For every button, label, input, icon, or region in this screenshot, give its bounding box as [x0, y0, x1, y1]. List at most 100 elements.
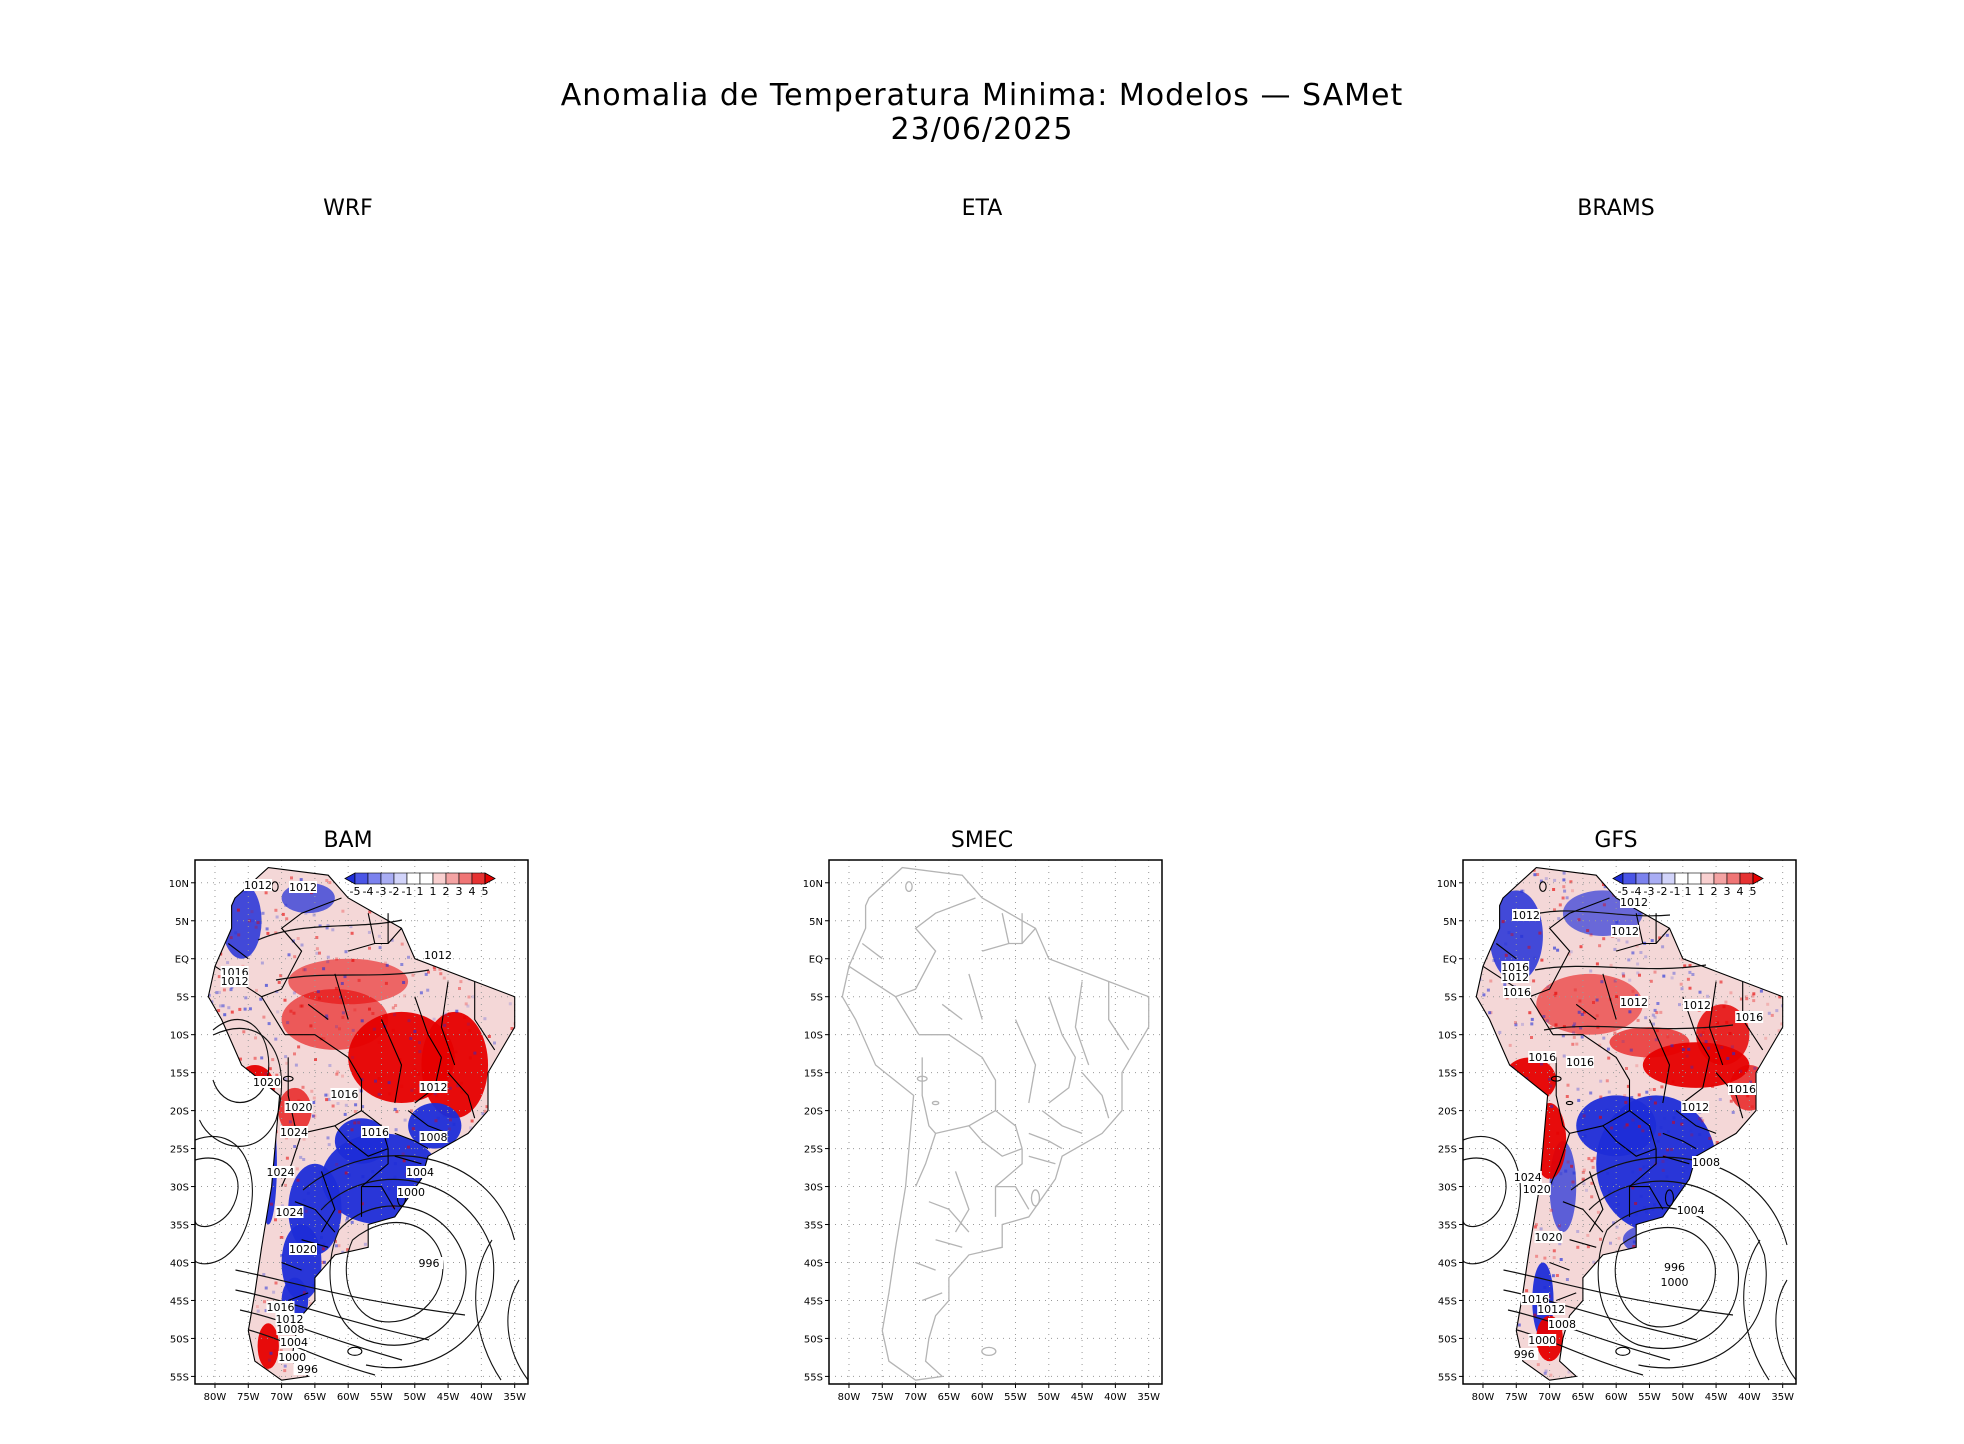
- lat-tick-label: 50S: [170, 1334, 189, 1345]
- lon-tick-label: 45W: [1705, 1392, 1728, 1403]
- lat-tick-label: EQ: [175, 955, 189, 966]
- colorbar-tick-label: -2: [1657, 885, 1668, 898]
- isobar-label: 1012: [289, 881, 317, 894]
- isobar-label: 1004: [406, 1166, 434, 1179]
- isobar-label: 1024: [1514, 1171, 1542, 1184]
- isobar-label: 1012: [1611, 925, 1639, 938]
- isobar-label: 1012: [221, 975, 249, 988]
- isobar-label: 1016: [267, 1301, 295, 1314]
- isobar-label: 1012: [1501, 971, 1529, 984]
- lon-tick-label: 65W: [938, 1392, 961, 1403]
- lon-tick-label: 80W: [838, 1392, 861, 1403]
- isobar-label: 1012: [424, 949, 452, 962]
- lat-tick-label: 10N: [169, 879, 189, 890]
- lat-tick-label: 50S: [804, 1334, 823, 1345]
- isobar-label: 1012: [1620, 996, 1648, 1009]
- isobar-label: 996: [419, 1257, 440, 1270]
- lon-tick-label: 75W: [1505, 1392, 1528, 1403]
- lon-tick-label: 55W: [1004, 1392, 1027, 1403]
- isobar-label: 1024: [267, 1166, 295, 1179]
- lat-tick-label: 15S: [170, 1069, 189, 1080]
- lat-tick-label: 40S: [804, 1258, 823, 1269]
- colorbar-tick-label: 5: [1750, 885, 1757, 898]
- isobar-label: 1012: [1537, 1303, 1565, 1316]
- isobar-label: 996: [1514, 1348, 1535, 1361]
- anomaly-colorbar: -5 -4 -3 -2 -1 1 1 2 3 4 5: [344, 872, 496, 898]
- lon-tick-label: 80W: [1472, 1392, 1495, 1403]
- lat-tick-label: EQ: [809, 955, 823, 966]
- isobar-label: 1012: [1620, 896, 1648, 909]
- colorbar-tick-label: 1: [1685, 885, 1692, 898]
- lon-tick-label: 50W: [1671, 1392, 1694, 1403]
- lat-tick-label: 40S: [1438, 1258, 1457, 1269]
- colorbar-tick-label: -1: [402, 885, 413, 898]
- lat-tick-label: 5N: [1443, 917, 1457, 928]
- temperature-anomaly-field: [208, 867, 515, 1381]
- lat-tick-label: 25S: [170, 1145, 189, 1156]
- lat-tick-label: 35S: [1438, 1221, 1457, 1232]
- isobar-label: 1016: [1528, 1051, 1556, 1064]
- lat-tick-label: 20S: [170, 1107, 189, 1118]
- lon-tick-label: 40W: [1104, 1392, 1127, 1403]
- lon-tick-label: 55W: [1638, 1392, 1661, 1403]
- anomaly-colorbar: -5 -4 -3 -2 -1 1 1 2 3 4 5: [1612, 872, 1764, 898]
- isobar-label: 1000: [1661, 1276, 1689, 1289]
- lat-tick-label: 10S: [170, 1031, 189, 1042]
- map-panel-gfs: 1012 1012 1012 1016 1012 1016 1012 1012 1016 1016…: [1418, 855, 1838, 1444]
- lon-tick-label: 60W: [1605, 1392, 1628, 1403]
- lon-tick-label: 65W: [304, 1392, 327, 1403]
- lat-tick-label: 45S: [170, 1296, 189, 1307]
- colorbar-tick-label: -4: [363, 885, 374, 898]
- isobar-label: 1008: [1548, 1318, 1576, 1331]
- figure-title: Anomalia de Temperatura Minima: Modelos …: [560, 78, 1404, 113]
- isobar-label: 1000: [1528, 1334, 1556, 1347]
- colorbar-tick-label: 5: [482, 885, 489, 898]
- isobar-label: 1016: [361, 1126, 389, 1139]
- isobar-label: 1024: [280, 1126, 308, 1139]
- panel-label-bam: BAM: [323, 828, 373, 853]
- lat-tick-label: 10S: [1438, 1031, 1457, 1042]
- isobar-label: 1000: [278, 1351, 306, 1364]
- lon-tick-label: 70W: [904, 1392, 927, 1403]
- panel-label-eta: ETA: [961, 196, 1003, 221]
- isobar-label: 1012: [1512, 909, 1540, 922]
- isobar-label: 1004: [280, 1336, 308, 1349]
- lon-tick-label: 40W: [1738, 1392, 1761, 1403]
- lat-tick-label: 25S: [1438, 1145, 1457, 1156]
- colorbar-tick-label: 4: [469, 885, 476, 898]
- lat-tick-label: 30S: [804, 1183, 823, 1194]
- isobar-label: 1012: [244, 879, 272, 892]
- lat-tick-label: 10N: [1437, 879, 1457, 890]
- panel-label-smec: SMEC: [950, 828, 1014, 853]
- lon-tick-label: 75W: [237, 1392, 260, 1403]
- lat-tick-label: 5N: [809, 917, 823, 928]
- colorbar-tick-label: -5: [1618, 885, 1629, 898]
- colorbar-tick-label: 2: [443, 885, 450, 898]
- colorbar-tick-label: -3: [376, 885, 387, 898]
- lat-tick-label: 40S: [170, 1258, 189, 1269]
- lon-tick-label: 35W: [1137, 1392, 1160, 1403]
- isobar-label: 1008: [420, 1131, 448, 1144]
- coastline-and-borders: [841, 866, 1150, 1381]
- panel-label-brams: BRAMS: [1577, 196, 1655, 221]
- colorbar-tick-label: -4: [1631, 885, 1642, 898]
- isobar-label: 1004: [1677, 1204, 1705, 1217]
- colorbar-tick-label: 3: [456, 885, 463, 898]
- lat-tick-label: 45S: [1438, 1296, 1457, 1307]
- colorbar-tick-label: 4: [1737, 885, 1744, 898]
- lon-tick-label: 75W: [871, 1392, 894, 1403]
- isobar-label: 1016: [330, 1088, 358, 1101]
- lat-tick-label: 30S: [170, 1183, 189, 1194]
- lon-tick-label: 70W: [270, 1392, 293, 1403]
- isobar-label: 1016: [1501, 961, 1529, 974]
- lat-tick-label: 55S: [1438, 1372, 1457, 1383]
- isobar-label: 1020: [253, 1076, 281, 1089]
- isobar-label: 1000: [397, 1186, 425, 1199]
- colorbar-tick-label: 2: [1711, 885, 1718, 898]
- colorbar-tick-label: 3: [1724, 885, 1731, 898]
- lat-tick-label: 35S: [804, 1221, 823, 1232]
- lon-tick-label: 50W: [403, 1392, 426, 1403]
- lat-tick-label: 20S: [1438, 1107, 1457, 1118]
